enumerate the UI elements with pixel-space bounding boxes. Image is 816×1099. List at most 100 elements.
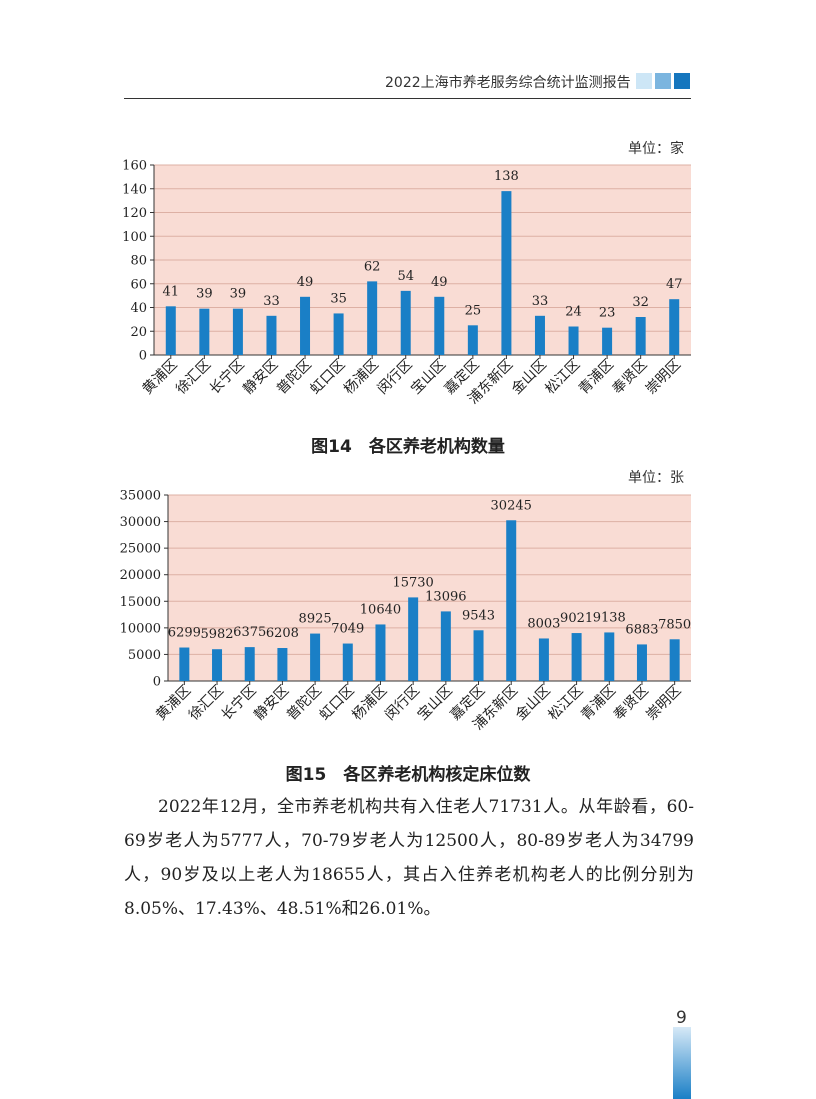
chart15-data-label: 15730 (392, 575, 433, 590)
chart15-data-label: 30245 (491, 498, 532, 513)
chart14-data-label: 47 (666, 277, 683, 292)
chart15-data-label: 9138 (593, 610, 626, 625)
chart15-category-label: 虹口区 (317, 683, 358, 724)
chart14-bar (266, 315, 277, 355)
chart15-data-label: 6208 (266, 626, 299, 641)
chart14-bar (434, 296, 445, 355)
chart14-category-label: 青浦区 (576, 357, 617, 398)
chart14-ytick-label: 0 (139, 349, 147, 364)
chart15-ytick-label: 30000 (120, 515, 161, 530)
chart15-bar (375, 624, 386, 681)
chart14-ytick-label: 20 (130, 325, 147, 340)
header-title: 2022上海市养老服务综合统计监测报告 (385, 75, 631, 91)
chart14-bar (300, 296, 311, 355)
chart14-bar (199, 308, 210, 355)
chart15-data-label: 6883 (625, 622, 658, 637)
chart15-bar (669, 639, 680, 681)
chart15-category-label: 普陀区 (284, 683, 325, 724)
chart14-category-label: 闵行区 (375, 357, 416, 398)
header-square-mid (655, 73, 671, 89)
chart15-bar (571, 633, 582, 681)
chart14-data-label: 33 (263, 294, 280, 309)
chart14-data-label: 62 (364, 259, 381, 274)
chart14-ytick-label: 120 (122, 206, 147, 221)
chart15-data-label: 7049 (331, 622, 364, 637)
chart15-data-label: 8003 (527, 616, 560, 631)
chart15-data-label: 8925 (299, 612, 332, 627)
chart14-bar (333, 313, 344, 355)
page-number-bar (673, 1027, 691, 1099)
chart14-bar (400, 290, 411, 355)
chart14-data-label: 54 (397, 269, 414, 284)
chart15-unit: 单位：张 (628, 470, 684, 486)
chart15-category-label: 杨浦区 (349, 683, 390, 724)
chart15-category-label: 闵行区 (382, 683, 423, 724)
chart15-data-label: 7850 (658, 617, 691, 632)
chart14-ytick-label: 100 (122, 230, 147, 245)
chart15-bar (538, 638, 549, 681)
chart14-bar (467, 325, 478, 355)
chart15-ytick-label: 35000 (120, 489, 161, 504)
chart15-data-label: 6375 (233, 625, 266, 640)
chart14-bar (501, 191, 512, 355)
chart15-data-label: 6299 (168, 626, 201, 641)
chart14-bar (367, 281, 378, 355)
header-square-dark (674, 73, 690, 89)
chart15-bar (408, 597, 419, 681)
chart14-category-label: 徐汇区 (173, 357, 214, 398)
chart15-category-label: 奉贤区 (611, 683, 652, 724)
chart14-category-label: 松江区 (542, 357, 583, 398)
chart15-category-label: 金山区 (513, 683, 554, 724)
chart15-data-label: 9543 (462, 608, 495, 623)
chart14-bar (165, 306, 176, 355)
chart14-data-label: 24 (565, 305, 582, 320)
chart15-bar (277, 648, 288, 681)
body-paragraph: 2022年12月，全市养老机构共有入住老人71731人。从年龄看，60-69岁老… (124, 790, 694, 926)
chart14-data-label: 25 (465, 303, 482, 318)
chart14-data-label: 33 (532, 294, 549, 309)
chart14-ytick-label: 140 (122, 182, 147, 197)
chart14-category-label: 金山区 (509, 357, 550, 398)
chart14-data-label: 39 (230, 287, 247, 302)
chart15-bar (506, 520, 517, 681)
chart15-ytick-label: 10000 (120, 621, 161, 636)
chart14-ytick-label: 60 (130, 277, 147, 292)
chart15-bar (440, 611, 451, 681)
chart14-bar (568, 326, 579, 355)
chart14-ytick-label: 80 (130, 254, 147, 269)
chart14-data-label: 35 (330, 291, 347, 306)
chart14-category-label: 宝山区 (408, 357, 449, 398)
chart15-bar-chart: 050001000015000200002500030000350006299黄… (120, 489, 692, 734)
chart14-bar (635, 317, 646, 355)
chart14-ytick-label: 160 (122, 159, 147, 174)
chart14-caption: 图14 各区养老机构数量 (311, 437, 505, 457)
chart14-data-label: 23 (599, 306, 616, 321)
chart14-category-label: 杨浦区 (341, 357, 382, 398)
chart14-bar (534, 315, 545, 355)
chart15-category-label: 青浦区 (578, 683, 619, 724)
chart15-ytick-label: 5000 (128, 648, 161, 663)
chart15-category-label: 长宁区 (218, 682, 260, 724)
chart14-data-label: 41 (163, 284, 180, 299)
chart15-ytick-label: 0 (153, 675, 161, 690)
chart14-bar (232, 308, 243, 355)
chart15-ytick-label: 25000 (120, 542, 161, 557)
chart14-data-label: 138 (494, 169, 519, 184)
chart15-data-label: 13096 (425, 589, 466, 604)
chart14-category-label: 普陀区 (274, 357, 315, 398)
chart15-bar (179, 647, 190, 681)
chart14-category-label: 虹口区 (307, 357, 348, 398)
body-text: 2022年12月，全市养老机构共有入住老人71731人。从年龄看，60-69岁老… (124, 797, 694, 919)
chart15-data-label: 9021 (560, 611, 593, 626)
chart15-bar (310, 633, 321, 681)
header-rule (124, 98, 691, 99)
chart15-bar (244, 647, 255, 681)
page-number: 9 (676, 1008, 687, 1028)
header-square-light (636, 73, 652, 89)
chart15-plot-area (168, 495, 691, 681)
chart15-bar (473, 630, 484, 681)
chart14-data-label: 49 (297, 275, 314, 290)
chart15-bar (212, 649, 223, 681)
chart15-bar (636, 644, 647, 681)
chart15-data-label: 5982 (200, 627, 233, 642)
